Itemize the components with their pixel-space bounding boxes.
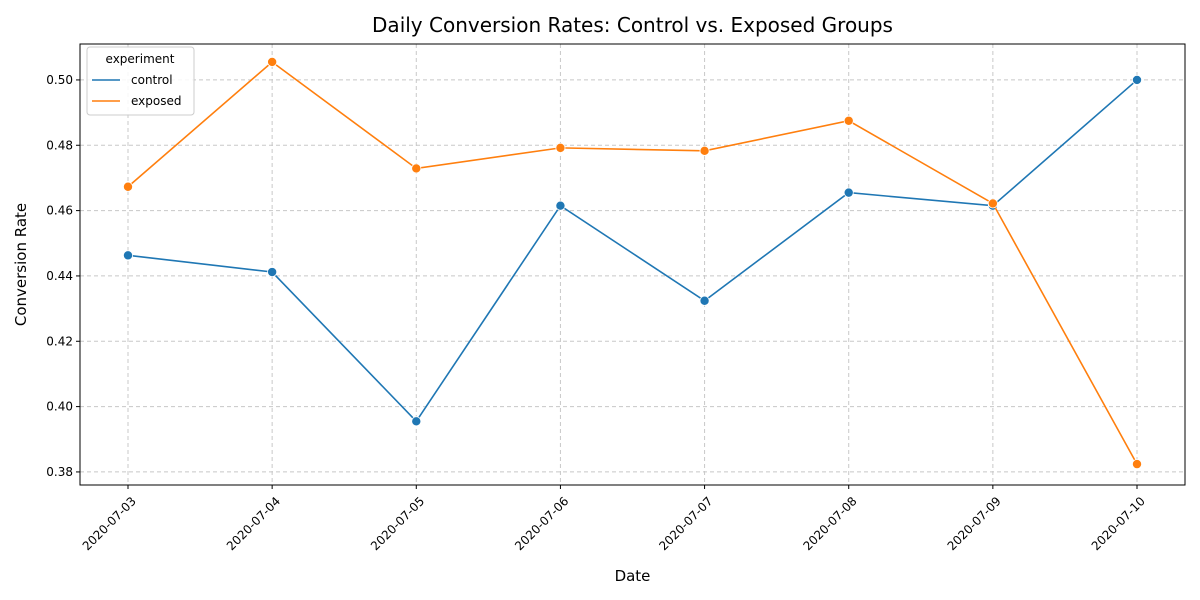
legend-label-exposed: exposed	[131, 94, 181, 108]
series-line-control	[127, 79, 1138, 423]
data-point-control	[699, 295, 710, 306]
data-point-exposed	[267, 56, 278, 67]
y-axis-label: Conversion Rate	[12, 203, 30, 326]
series-lines	[123, 56, 1143, 470]
data-point-control	[843, 187, 854, 198]
data-point-control	[123, 250, 134, 261]
y-tick-label: 0.46	[46, 204, 73, 218]
data-point-exposed	[123, 181, 134, 192]
series-line-exposed	[127, 60, 1138, 465]
legend-items: control exposed	[92, 73, 181, 108]
y-tick-label: 0.48	[46, 138, 73, 152]
data-point-exposed	[411, 163, 422, 174]
data-point-control	[555, 200, 566, 211]
data-point-exposed	[699, 145, 710, 156]
data-point-exposed	[1132, 459, 1143, 470]
data-point-exposed	[555, 142, 566, 153]
y-tick-label: 0.38	[46, 465, 73, 479]
y-tick-label: 0.50	[46, 73, 73, 87]
series-exposed	[123, 56, 1143, 470]
grid	[80, 44, 1185, 485]
data-point-exposed	[843, 115, 854, 126]
series-control	[123, 74, 1143, 427]
legend-title: experiment	[106, 52, 175, 66]
legend-label-control: control	[131, 73, 173, 87]
data-point-exposed	[987, 198, 998, 209]
legend: experiment control exposed	[86, 46, 195, 116]
y-tick-label: 0.44	[46, 269, 73, 283]
chart-title: Daily Conversion Rates: Control vs. Expo…	[372, 13, 893, 37]
y-tick-label: 0.40	[46, 400, 73, 414]
data-point-control	[411, 416, 422, 427]
data-point-control	[267, 267, 278, 278]
x-axis-label: Date	[615, 567, 651, 585]
plot-frame	[79, 43, 1186, 486]
legend-box	[86, 46, 195, 116]
y-tick-label: 0.42	[46, 334, 73, 348]
data-point-control	[1132, 74, 1143, 85]
